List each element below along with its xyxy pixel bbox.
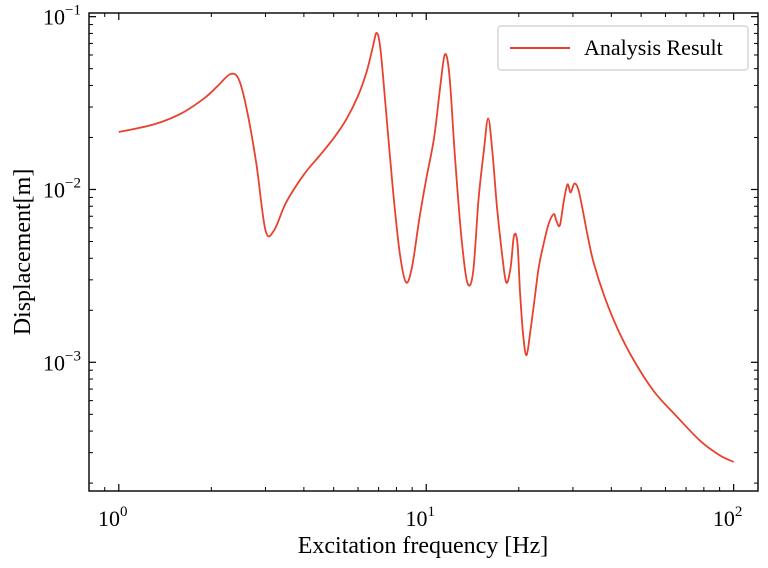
x-tick-label-1: 101: [405, 504, 435, 531]
legend-label: Analysis Result: [584, 35, 723, 60]
x-tick-label-2: 102: [713, 504, 743, 531]
data-layer: [118, 32, 735, 463]
y-tick-label-0: 10−3: [43, 348, 81, 375]
x-axis-label: Excitation frequency [Hz]: [298, 533, 549, 559]
tick-layer: 100 101 102 10−3 10−2 10−1: [43, 3, 758, 531]
legend-box: [497, 25, 749, 71]
x-tick-label-0: 100: [98, 504, 128, 531]
series-line-0: [118, 32, 735, 463]
y-tick-label-1: 10−2: [43, 175, 81, 202]
plot-frame: [88, 12, 759, 492]
y-tick-label-2: 10−1: [43, 3, 81, 30]
y-axis-label: Displacement[m]: [10, 169, 36, 336]
legend[interactable]: Analysis Result: [497, 25, 749, 71]
